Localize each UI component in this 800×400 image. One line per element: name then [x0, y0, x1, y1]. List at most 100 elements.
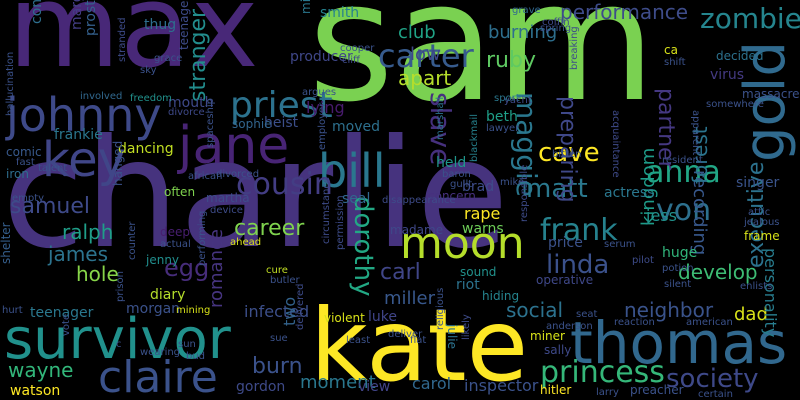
word: princess	[540, 355, 665, 390]
word: low	[410, 44, 441, 65]
word: attic	[748, 207, 771, 218]
word: potion	[662, 263, 694, 274]
word: hanged	[111, 140, 125, 186]
word: device	[210, 205, 243, 216]
word: acquaintance	[610, 110, 621, 178]
word: breaking	[569, 26, 580, 70]
word: pilot	[632, 255, 654, 266]
word: american	[686, 317, 733, 328]
word: club	[398, 22, 436, 43]
word: likely	[461, 314, 472, 340]
word: inspector	[464, 376, 539, 395]
word: view	[358, 379, 391, 395]
word: carter	[378, 37, 474, 75]
word: mining	[176, 305, 211, 316]
word: zombie	[700, 2, 800, 35]
word: apart	[398, 66, 452, 90]
word: producer	[290, 49, 353, 65]
word: jealous	[744, 217, 780, 228]
word: jane	[178, 116, 290, 176]
word: julie	[445, 324, 459, 349]
word: deliver	[388, 329, 423, 340]
word: lying	[306, 98, 345, 117]
word: burn	[252, 354, 303, 379]
word: yacht	[504, 95, 532, 106]
word: teenage	[177, 0, 191, 50]
word: huge	[662, 245, 698, 261]
word: actress	[604, 185, 655, 201]
word: cave	[538, 138, 600, 168]
word: frankie	[54, 127, 103, 143]
word: seal	[342, 191, 371, 207]
word: dorothy	[348, 196, 378, 297]
word: resident	[662, 155, 703, 166]
word: cooper	[340, 43, 375, 54]
word: comic	[6, 145, 42, 159]
word: frame	[744, 229, 780, 243]
word: egg	[164, 254, 210, 282]
word: madame	[390, 223, 444, 237]
word: ahead	[230, 237, 262, 248]
word: carol	[412, 374, 452, 393]
word: apparent	[690, 110, 701, 156]
word: teenager	[30, 305, 94, 321]
word: moved	[332, 119, 380, 135]
word: employer	[317, 102, 328, 150]
word: freedom	[130, 93, 172, 104]
word: samuel	[10, 194, 90, 219]
word: blackmail	[469, 114, 480, 162]
word: cliff	[342, 55, 360, 66]
word: argues	[302, 87, 337, 98]
word: hitler	[540, 383, 572, 397]
word: sam	[308, 0, 656, 138]
word: singer	[736, 175, 780, 191]
word: sky	[140, 65, 157, 76]
word: spring	[540, 23, 572, 34]
word: jenny	[146, 253, 180, 267]
word: brad	[462, 179, 495, 195]
word: iron	[6, 167, 29, 181]
word: james	[48, 242, 109, 266]
word: delivered	[295, 283, 306, 330]
word: riot	[456, 277, 480, 293]
word: hole	[76, 262, 119, 286]
word: burning	[488, 22, 558, 43]
word: spaceship	[205, 97, 216, 148]
word: african	[188, 171, 223, 182]
word: develop	[678, 260, 758, 284]
word: baron	[442, 169, 471, 180]
word: massacre	[742, 87, 800, 101]
word: ralph	[62, 220, 114, 244]
word: vote	[61, 313, 72, 336]
word: empty	[12, 193, 45, 204]
word: violent	[324, 311, 365, 325]
word: operative	[536, 273, 594, 287]
word: bill	[318, 144, 386, 198]
word: luke	[368, 309, 397, 325]
word: sun	[178, 339, 196, 350]
word: somewhere	[706, 99, 764, 110]
word: dad	[734, 304, 768, 325]
word: bud	[186, 351, 206, 362]
word: anderson	[546, 321, 593, 332]
word: fast	[16, 157, 35, 168]
word: responsible	[519, 164, 530, 222]
word: claire	[98, 352, 218, 400]
word: often	[164, 185, 196, 199]
word: heist	[264, 115, 299, 131]
word: max	[8, 0, 259, 94]
word: mike	[500, 177, 525, 188]
word: shift	[664, 57, 686, 68]
word: thug	[144, 17, 177, 33]
word: butler	[270, 275, 300, 286]
word: decided	[716, 49, 764, 63]
word: moon	[400, 218, 525, 269]
word: deep	[160, 225, 190, 239]
word: mouth	[168, 95, 214, 111]
word: silent	[664, 279, 692, 290]
word: coffin	[542, 17, 570, 28]
word: romance	[206, 229, 227, 308]
word: sophie	[232, 117, 272, 131]
word: larry	[596, 387, 619, 398]
